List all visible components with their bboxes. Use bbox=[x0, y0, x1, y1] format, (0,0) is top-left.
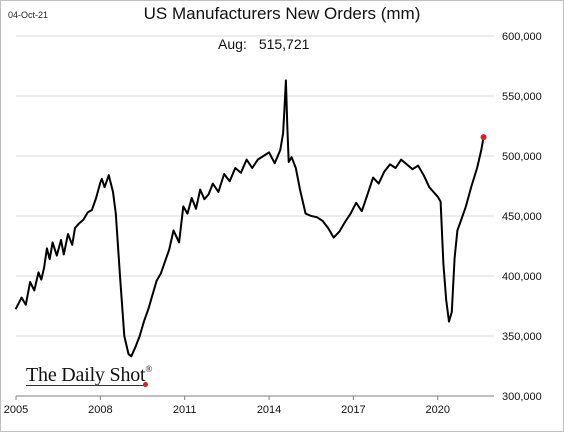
logo-text: The Daily Shot bbox=[26, 364, 146, 386]
y-tick-label: 300,000 bbox=[502, 391, 542, 403]
x-tick-label: 2005 bbox=[4, 404, 28, 416]
y-tick-label: 450,000 bbox=[502, 211, 542, 223]
chart-title: US Manufacturers New Orders (mm) bbox=[143, 4, 421, 23]
y-tick-label: 350,000 bbox=[502, 331, 542, 343]
series-line bbox=[15, 79, 485, 358]
latest-point-marker bbox=[480, 134, 487, 141]
y-tick-label: 550,000 bbox=[502, 91, 542, 103]
y-tick-label: 600,000 bbox=[502, 31, 542, 43]
logo-underline bbox=[26, 385, 144, 386]
daily-shot-logo: The Daily Shot® bbox=[26, 364, 152, 387]
registered-mark: ® bbox=[145, 364, 153, 374]
x-tick-label: 2011 bbox=[173, 404, 197, 416]
x-tick-label: 2017 bbox=[341, 404, 365, 416]
logo-red-dot bbox=[143, 382, 148, 387]
x-tick-label: 2020 bbox=[426, 404, 450, 416]
latest-value: 515,721 bbox=[258, 36, 310, 52]
x-tick-label: 2014 bbox=[257, 404, 281, 416]
x-tick-label: 2008 bbox=[88, 404, 112, 416]
y-tick-label: 500,000 bbox=[502, 151, 542, 163]
latest-label: Aug: bbox=[218, 36, 247, 52]
y-tick-label: 400,000 bbox=[502, 271, 542, 283]
date-stamp: 04-Oct-21 bbox=[8, 10, 49, 20]
latest-value-annotation: Aug: 515,721 bbox=[218, 36, 309, 52]
